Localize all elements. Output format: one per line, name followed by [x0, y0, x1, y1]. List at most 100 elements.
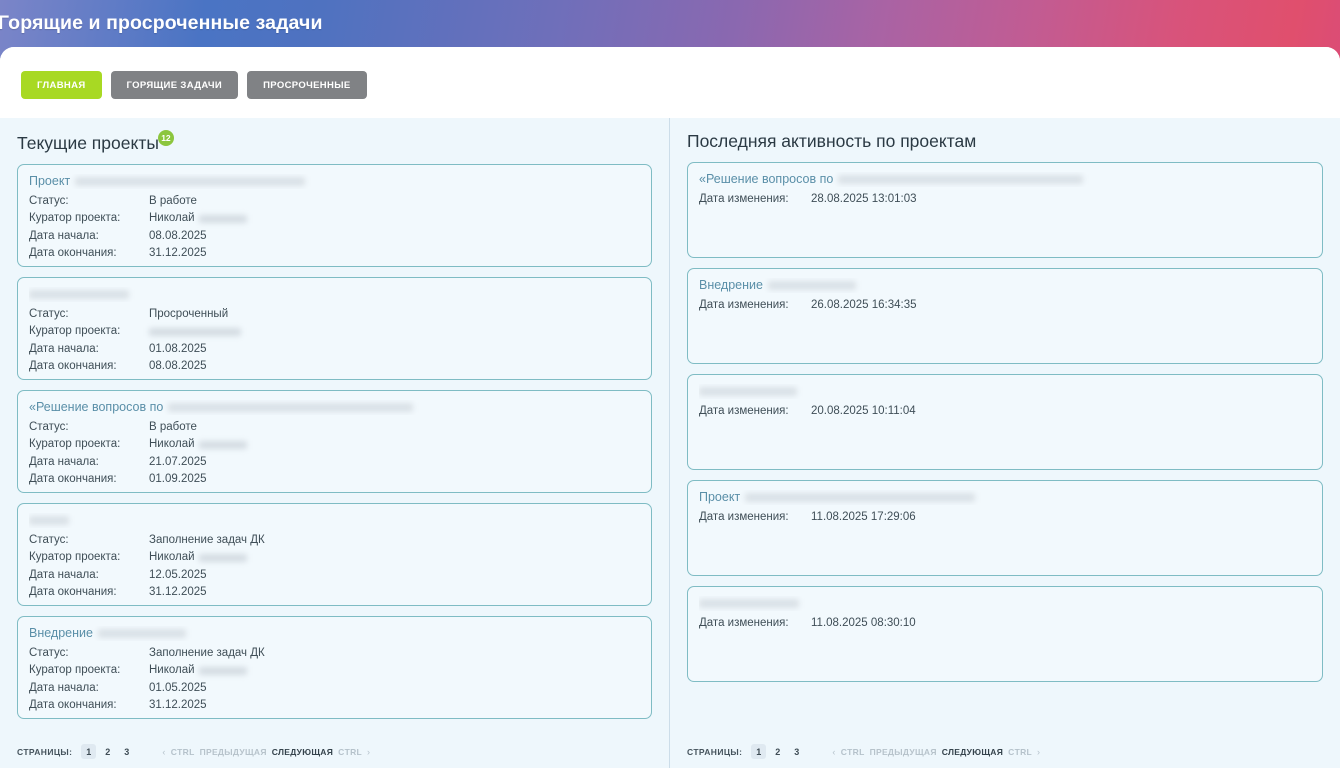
tab-glavnaya[interactable]: ГЛАВНАЯ: [21, 71, 102, 99]
redacted-text: [75, 177, 306, 187]
main-panel: ГЛАВНАЯ ГОРЯЩИЕ ЗАДАЧИ ПРОСРОЧЕННЫЕ Теку…: [0, 47, 1340, 768]
curator-label: Куратор проекта:: [29, 438, 121, 451]
left-column-title-label: Текущие проекты: [17, 132, 159, 153]
activity-changed-row: Дата изменения: 11.08.2025 08:30:10: [699, 615, 1311, 633]
date-start-label: Дата начала:: [29, 681, 99, 694]
changed-value: 11.08.2025 17:29:06: [811, 511, 916, 523]
prev-page-button[interactable]: ПРЕДЫДУЩАЯ: [199, 746, 267, 757]
next-ctrl-hint: CTRL: [338, 746, 363, 757]
chevron-left-icon: ‹: [832, 746, 836, 757]
project-card-title-text: Внедрение: [29, 625, 93, 640]
redacted-text: [198, 441, 247, 450]
redacted-text: [168, 403, 414, 413]
changed-label: Дата изменения:: [699, 511, 789, 523]
page-number-1[interactable]: 1: [81, 744, 97, 759]
redacted-text: [699, 599, 799, 609]
next-page-button[interactable]: СЛЕДУЮЩАЯ: [941, 746, 1004, 757]
page-number-2[interactable]: 2: [105, 746, 111, 757]
date-end-label: Дата окончания:: [29, 473, 117, 486]
curator-name: Николай: [149, 551, 195, 564]
activity-card-title[interactable]: [699, 596, 1311, 611]
date-end-value: 01.09.2025: [149, 473, 207, 486]
project-card[interactable]: Проект Статус: В работе Куратор проекта:…: [17, 163, 652, 267]
activity-card[interactable]: Внедрение Дата изменения: 26.08.2025 16:…: [687, 268, 1323, 364]
changed-value: 28.08.2025 13:01:03: [811, 193, 917, 205]
status-value: Заполнение задач ДК: [149, 533, 265, 546]
date-end-value: 31.12.2025: [149, 699, 207, 712]
curator-label: Куратор проекта:: [29, 212, 121, 225]
pagination-label: СТРАНИЦЫ:: [687, 746, 743, 757]
tab-bar: ГЛАВНАЯ ГОРЯЩИЕ ЗАДАЧИ ПРОСРОЧЕННЫЕ: [0, 47, 1340, 118]
activity-card[interactable]: Дата изменения: 20.08.2025 10:11:04: [687, 374, 1323, 470]
activity-card-title[interactable]: «Решение вопросов по: [699, 172, 1311, 187]
page-number-2[interactable]: 2: [775, 746, 781, 757]
activity-card[interactable]: «Решение вопросов по Дата изменения: 28.…: [687, 162, 1323, 258]
status-label: Статус:: [29, 533, 69, 546]
left-column-title: Текущие проекты 12: [0, 118, 669, 164]
next-ctrl-hint: CTRL: [1008, 746, 1033, 757]
chevron-right-icon: ›: [367, 746, 371, 757]
project-start-row: Дата начала: 08.08.2025: [29, 228, 640, 246]
page-title: Горящие и просроченные задачи: [0, 12, 323, 34]
changed-label: Дата изменения:: [699, 193, 789, 205]
status-label: Статус:: [29, 307, 69, 320]
curator-value: [149, 323, 241, 341]
project-card[interactable]: Статус: Заполнение задач ДК Куратор прое…: [17, 502, 652, 606]
column-current-projects: Текущие проекты 12 Проект Статус: В работ…: [0, 118, 670, 768]
project-card-title[interactable]: Проект: [29, 174, 640, 189]
prev-page-button[interactable]: ПРЕДЫДУЩАЯ: [869, 746, 937, 757]
project-curator-row: Куратор проекта: Николай: [29, 549, 640, 567]
curator-value: Николай: [149, 662, 247, 680]
activity-card-title-text: Внедрение: [699, 278, 763, 292]
chevron-right-icon: ›: [1037, 746, 1041, 757]
content-area: Текущие проекты 12 Проект Статус: В работ…: [0, 118, 1340, 768]
project-end-row: Дата окончания: 31.12.2025: [29, 584, 640, 602]
curator-name: Николай: [149, 212, 195, 225]
date-end-label: Дата окончания:: [29, 699, 117, 712]
page-number-3[interactable]: 3: [794, 746, 800, 757]
status-label: Статус:: [29, 420, 69, 433]
project-end-row: Дата окончания: 31.12.2025: [29, 697, 640, 715]
status-label: Статус:: [29, 194, 69, 207]
curator-label: Куратор проекта:: [29, 325, 121, 338]
project-end-row: Дата окончания: 08.08.2025: [29, 358, 640, 376]
page-number-3[interactable]: 3: [124, 746, 130, 757]
next-page-button[interactable]: СЛЕДУЮЩАЯ: [271, 746, 334, 757]
status-value: В работе: [149, 194, 197, 207]
activity-card[interactable]: Дата изменения: 11.08.2025 08:30:10: [687, 586, 1323, 682]
project-card-title[interactable]: [29, 513, 640, 528]
curator-value: Николай: [149, 210, 247, 228]
redacted-text: [97, 629, 186, 639]
project-card[interactable]: Внедрение Статус: Заполнение задач ДК Ку…: [17, 615, 652, 719]
activity-card[interactable]: Проект Дата изменения: 11.08.2025 17:29:…: [687, 480, 1323, 576]
page-number-1[interactable]: 1: [751, 744, 767, 759]
activity-card-title[interactable]: Внедрение: [699, 278, 1311, 293]
project-card-list: Проект Статус: В работе Куратор проекта:…: [0, 163, 669, 735]
project-card-title[interactable]: Внедрение: [29, 626, 640, 641]
activity-changed-row: Дата изменения: 20.08.2025 10:11:04: [699, 403, 1311, 421]
redacted-text: [745, 493, 976, 503]
right-column-title: Последняя активность по проектам: [670, 118, 1340, 162]
tab-goryashchie-zadachi[interactable]: ГОРЯЩИЕ ЗАДАЧИ: [110, 71, 239, 99]
date-start-label: Дата начала:: [29, 568, 99, 581]
activity-card-title-text: Проект: [699, 490, 741, 504]
project-card-title[interactable]: «Решение вопросов по: [29, 400, 640, 415]
activity-changed-row: Дата изменения: 11.08.2025 17:29:06: [699, 509, 1311, 527]
changed-value: 11.08.2025 08:30:10: [811, 617, 916, 629]
curator-value: Николай: [149, 436, 247, 454]
project-card[interactable]: «Решение вопросов по Статус: В работе Ку…: [17, 389, 652, 493]
curator-label: Куратор проекта:: [29, 551, 121, 564]
date-start-value: 01.05.2025: [149, 681, 207, 694]
project-end-row: Дата окончания: 31.12.2025: [29, 245, 640, 263]
changed-label: Дата изменения:: [699, 617, 789, 629]
project-curator-row: Куратор проекта:: [29, 323, 640, 341]
project-start-row: Дата начала: 01.08.2025: [29, 341, 640, 359]
tab-prosrochennye[interactable]: ПРОСРОЧЕННЫЕ: [247, 71, 367, 99]
project-start-row: Дата начала: 01.05.2025: [29, 680, 640, 698]
activity-card-title[interactable]: Проект: [699, 490, 1311, 505]
activity-card-title[interactable]: [699, 384, 1311, 399]
project-end-row: Дата окончания: 01.09.2025: [29, 471, 640, 489]
project-card[interactable]: Статус: Просроченный Куратор проекта: Да…: [17, 276, 652, 380]
project-curator-row: Куратор проекта: Николай: [29, 436, 640, 454]
project-card-title[interactable]: [29, 287, 640, 302]
